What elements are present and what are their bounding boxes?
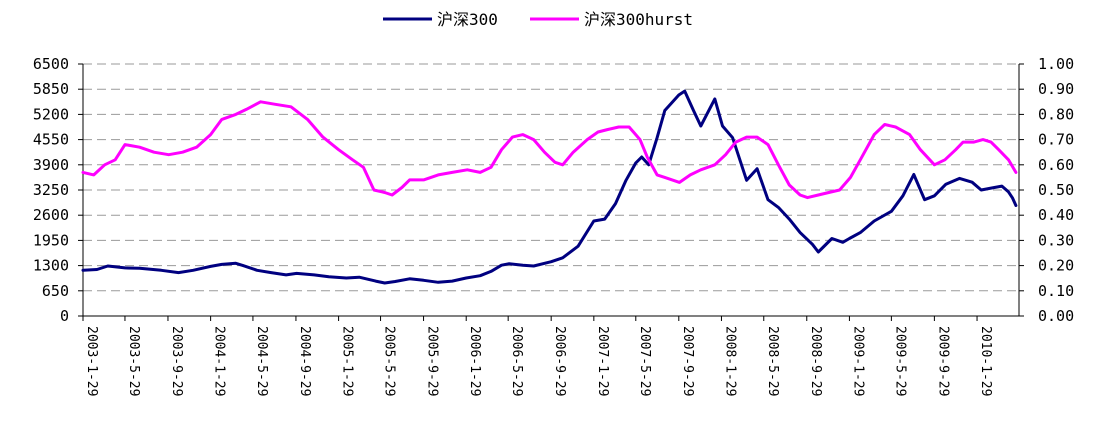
x-tick-label: 2005-9-29 — [425, 326, 440, 396]
legend-label-hs300-hurst: 沪深300hurst — [584, 10, 693, 29]
x-tick-label: 2006-9-29 — [552, 326, 567, 396]
x-tick-label: 2004-5-29 — [254, 326, 269, 396]
y-left-tick-label: 3900 — [33, 156, 69, 174]
y-right-tick-label: 0.50 — [1038, 181, 1074, 199]
y-left-tick-label: 650 — [42, 282, 69, 300]
y-right-tick-label: 0.10 — [1038, 282, 1074, 300]
x-tick-label: 2005-1-29 — [340, 326, 355, 396]
x-tick-label: 2008-9-29 — [808, 326, 823, 396]
x-tick-label: 2004-9-29 — [297, 326, 312, 396]
y-left-tick-label: 5200 — [33, 105, 69, 123]
legend-label-hs300: 沪深300 — [437, 10, 498, 29]
x-tick-label: 2003-1-29 — [84, 326, 99, 396]
y-right-tick-label: 0.70 — [1038, 131, 1074, 149]
y-left-tick-label: 3250 — [33, 181, 69, 199]
y-left-tick-label: 2600 — [33, 206, 69, 224]
x-tick-label: 2008-1-29 — [722, 326, 737, 396]
y-left-tick-label: 6500 — [33, 55, 69, 73]
series-layer — [81, 89, 1018, 285]
y-right-tick-label: 0.90 — [1038, 80, 1074, 98]
x-tick-label: 2003-9-29 — [169, 326, 184, 396]
y-left-tick-label: 5850 — [33, 80, 69, 98]
x-tick-label: 2008-5-29 — [765, 326, 780, 396]
x-tick-label: 2004-1-29 — [212, 326, 227, 396]
x-tick-label: 2007-5-29 — [637, 326, 652, 396]
y-right-tick-label: 0.60 — [1038, 156, 1074, 174]
x-tick-label: 2010-1-29 — [978, 326, 993, 396]
y-left-tick-label: 1950 — [33, 231, 69, 249]
y-left-tick-label: 1300 — [33, 257, 69, 275]
series-line-hs300-hurst — [81, 100, 1018, 200]
series-line-hs300 — [81, 89, 1018, 285]
x-tick-label: 2007-1-29 — [595, 326, 610, 396]
legend: 沪深300 沪深300hurst — [383, 10, 693, 29]
y-right-tick-label: 1.00 — [1038, 55, 1074, 73]
y-left-tick-label: 0 — [60, 307, 69, 325]
y-right-tick-label: 0.20 — [1038, 257, 1074, 275]
x-tick-label: 2003-5-29 — [126, 326, 141, 396]
y-right-tick-label: 0.00 — [1038, 307, 1074, 325]
x-tick-label: 2009-9-29 — [935, 326, 950, 396]
x-tick-label: 2006-1-29 — [467, 326, 482, 396]
grid-layer — [83, 63, 1019, 292]
y-right-tick-label: 0.80 — [1038, 105, 1074, 123]
axis-layer: 0 650 1300 1950 2600 3250 3900 4550 5200 5850 6500… — [33, 55, 1074, 396]
y-right-tick-label: 0.30 — [1038, 231, 1074, 249]
y-right-tick-label: 0.40 — [1038, 206, 1074, 224]
x-tick-label: 2007-9-29 — [680, 326, 695, 396]
y-left-tick-label: 4550 — [33, 131, 69, 149]
x-tick-label: 2006-5-29 — [509, 326, 524, 396]
x-tick-label: 2009-1-29 — [850, 326, 865, 396]
x-tick-label: 2009-5-29 — [892, 326, 907, 396]
x-tick-label: 2005-5-29 — [382, 326, 397, 396]
